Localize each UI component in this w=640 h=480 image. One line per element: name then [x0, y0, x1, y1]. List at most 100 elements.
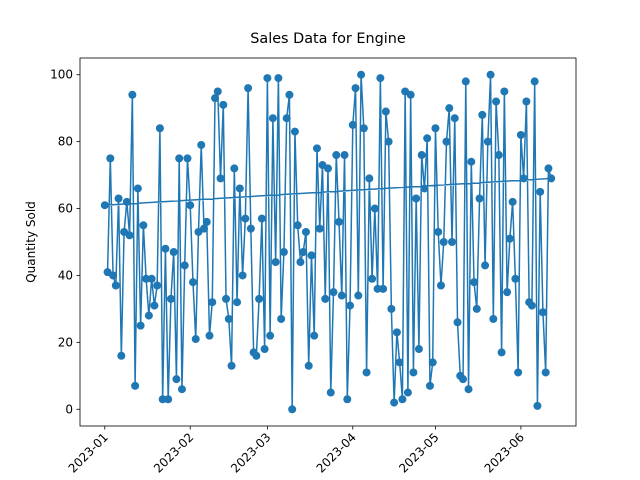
point [522, 97, 531, 106]
point [293, 221, 302, 230]
chart-title: Sales Data for Engine [250, 31, 406, 47]
point [453, 318, 462, 327]
point [406, 90, 415, 99]
point [312, 144, 321, 153]
y-tick-label: 40 [58, 268, 73, 282]
point [117, 351, 126, 360]
point [343, 395, 352, 404]
point [288, 405, 297, 414]
point [211, 94, 220, 103]
point [216, 174, 225, 183]
point [379, 284, 388, 293]
point [511, 274, 520, 283]
point [428, 358, 437, 367]
point [227, 361, 236, 370]
point [161, 244, 170, 253]
point [224, 314, 233, 323]
point [183, 154, 192, 163]
point [436, 281, 445, 290]
point [326, 388, 335, 397]
point [279, 248, 288, 257]
point [412, 194, 421, 203]
point [271, 258, 280, 267]
point [263, 74, 272, 83]
point [111, 281, 120, 290]
point [257, 214, 266, 223]
point [459, 375, 468, 384]
point [541, 368, 550, 377]
y-tick-label: 100 [50, 68, 73, 82]
point [519, 174, 528, 183]
point [547, 174, 556, 183]
point [346, 301, 355, 310]
point [147, 274, 156, 283]
point [538, 308, 547, 317]
point [472, 304, 481, 313]
point [285, 90, 294, 99]
point [139, 221, 148, 230]
point [233, 298, 242, 307]
point [252, 351, 261, 360]
point [241, 214, 250, 223]
point [403, 388, 412, 397]
point [467, 157, 476, 166]
point [230, 164, 239, 173]
point [213, 87, 222, 96]
point [177, 385, 186, 394]
point [494, 151, 503, 160]
point [155, 124, 164, 133]
point [169, 248, 178, 257]
point [348, 120, 357, 129]
point [492, 97, 501, 106]
point [324, 164, 332, 173]
point [478, 110, 487, 119]
point [315, 224, 324, 233]
point [398, 395, 407, 404]
point [489, 314, 498, 323]
point [505, 234, 514, 243]
point [533, 401, 542, 410]
point [260, 345, 269, 354]
point [274, 74, 283, 83]
point [266, 331, 275, 340]
point [114, 194, 123, 203]
point [359, 124, 368, 133]
point [439, 238, 448, 246]
point [527, 301, 536, 310]
point [483, 137, 492, 146]
point [376, 74, 385, 83]
point [357, 70, 366, 79]
point [133, 184, 142, 193]
point [321, 294, 330, 303]
point [106, 154, 115, 163]
point [136, 321, 145, 330]
point [153, 281, 162, 290]
point [442, 137, 451, 146]
point [500, 87, 509, 96]
point [464, 385, 473, 394]
point [514, 368, 523, 377]
point [335, 217, 344, 226]
point [409, 368, 418, 377]
point [544, 164, 553, 173]
point [299, 248, 308, 257]
point [290, 127, 299, 136]
point [392, 328, 401, 337]
point [172, 375, 181, 384]
plot-frame [79, 57, 577, 427]
point [370, 204, 379, 213]
point [255, 294, 264, 303]
point [166, 294, 175, 303]
point [448, 238, 456, 246]
point [503, 288, 512, 297]
point [425, 381, 434, 390]
y-tick-label: 0 [65, 402, 73, 416]
point [461, 77, 470, 86]
point [516, 130, 525, 139]
point [373, 284, 382, 293]
point [301, 227, 310, 236]
point [100, 201, 109, 210]
point [420, 184, 429, 193]
point [150, 301, 159, 310]
